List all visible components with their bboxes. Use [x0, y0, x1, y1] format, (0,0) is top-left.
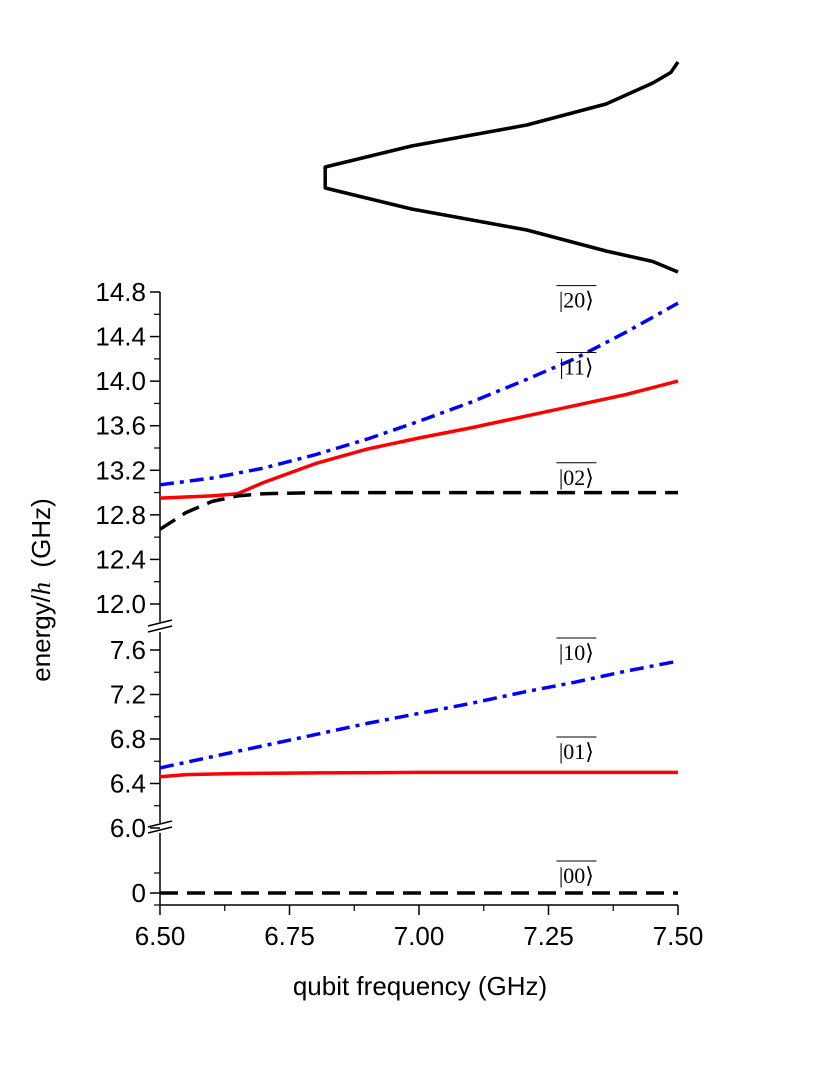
- y-tick-label: 14.4: [95, 322, 146, 352]
- x-tick-label: 6.75: [264, 921, 315, 951]
- y-tick-label: 6.8: [110, 724, 146, 754]
- state-label-5: |00⟩: [556, 860, 597, 888]
- y-tick-label: 7.6: [110, 635, 146, 665]
- axis-break-mark: [147, 619, 173, 627]
- state-label-text: |00⟩: [559, 863, 594, 888]
- y-tick-label: 12.0: [95, 589, 146, 619]
- axes: 6.50 6.75 7.00 7.25 7.50 12.0 12.4 12.8 13.2 13.6…: [95, 277, 703, 951]
- state-labels: |20⟩ |11⟩ |02⟩ |10⟩ |01⟩ |00⟩: [556, 285, 597, 888]
- state-label-text: |10⟩: [559, 640, 594, 665]
- y-tick-label: 12.8: [95, 500, 146, 530]
- state-label-3: |10⟩: [556, 637, 597, 665]
- series-line-1: [159, 379, 679, 500]
- inset-curve: [323, 61, 680, 274]
- state-label-text: |11⟩: [559, 354, 593, 379]
- x-tick-label: 7.50: [653, 921, 704, 951]
- y-axis-label: energy/h (GHz): [26, 498, 56, 682]
- series-line-0: [159, 301, 679, 487]
- state-label-4: |01⟩: [556, 736, 597, 764]
- state-label-0: |20⟩: [556, 285, 597, 313]
- y-tick-label: 13.6: [95, 411, 146, 441]
- series-line-3: [159, 659, 679, 770]
- x-tick-label: 7.00: [394, 921, 445, 951]
- x-tick-label: 6.50: [135, 921, 186, 951]
- y-tick-label: 13.2: [95, 455, 146, 485]
- y-tick-label: 6.0: [110, 813, 146, 843]
- x-tick-label: 7.25: [523, 921, 574, 951]
- state-label-text: |02⟩: [559, 465, 594, 490]
- resonance-inset: [323, 61, 680, 274]
- y-axis-label-italic: h: [27, 582, 56, 595]
- y-tick-label: 0: [132, 878, 146, 908]
- axis-break-mark: [147, 625, 173, 633]
- y-tick-label: 6.4: [110, 769, 146, 799]
- axis-break-mark: [147, 820, 173, 828]
- state-label-text: |20⟩: [559, 288, 594, 313]
- axis-break-mark: [147, 826, 173, 834]
- series-group: [159, 301, 679, 895]
- y-tick-label: 12.4: [95, 544, 146, 574]
- state-label-1: |11⟩: [556, 351, 597, 379]
- series-line-2: [159, 490, 678, 531]
- y-tick-label: 14.0: [95, 366, 146, 396]
- state-label-2: |02⟩: [556, 462, 597, 490]
- state-label-text: |01⟩: [559, 739, 594, 764]
- y-tick-label: 14.8: [95, 277, 146, 307]
- series-line-4: [159, 770, 678, 779]
- x-axis-label: qubit frequency (GHz): [293, 971, 547, 1001]
- y-axis-label-prefix: energy/: [26, 594, 56, 681]
- y-axis-label-suffix: (GHz): [26, 498, 56, 582]
- y-tick-label: 7.2: [110, 680, 146, 710]
